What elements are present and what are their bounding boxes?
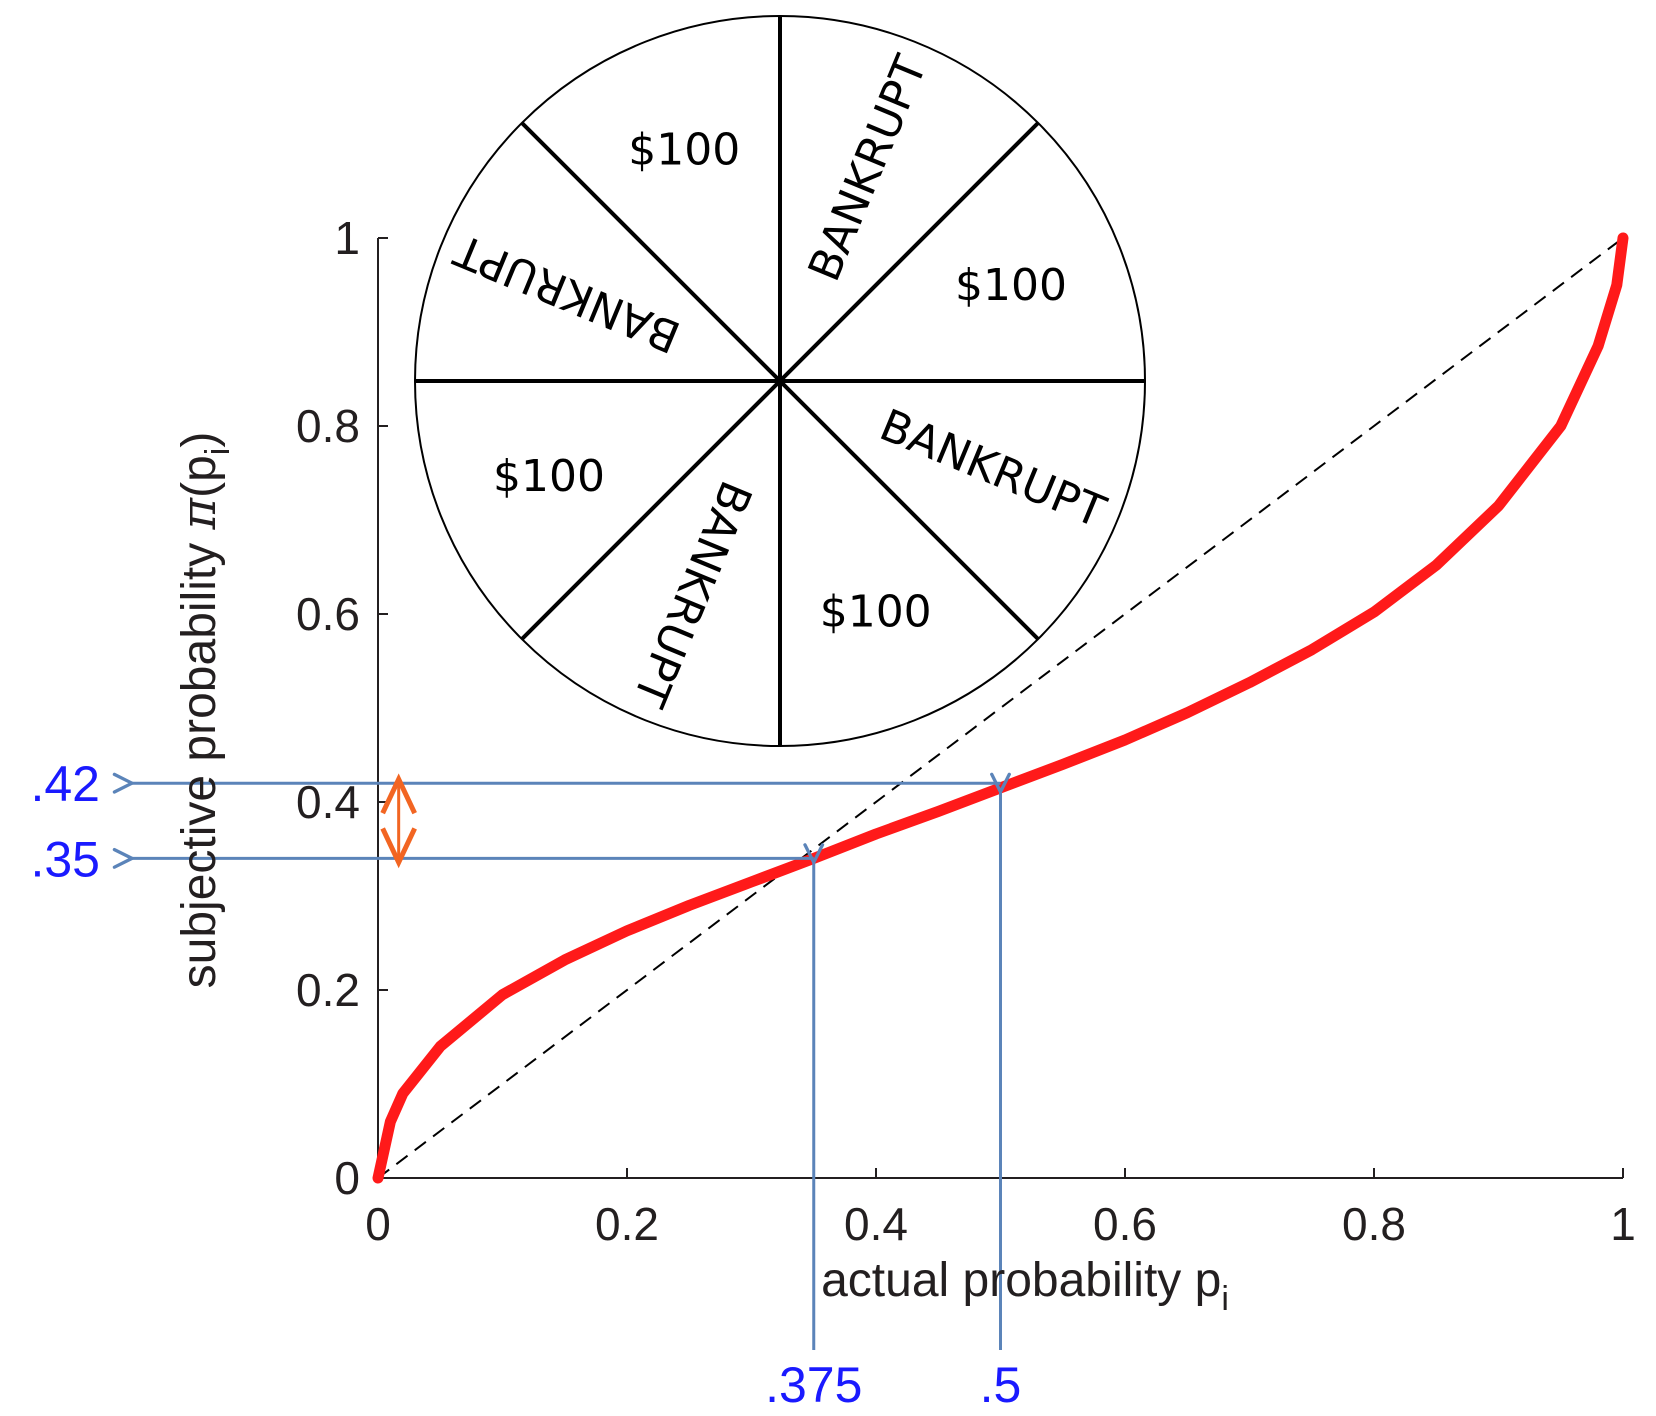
identity-diagonal-line [377, 237, 1624, 1179]
x-tick-label: 0.4 [844, 1198, 908, 1250]
difference-marker [380, 773, 417, 869]
y-tick-label: 0.2 [296, 964, 360, 1016]
annotation-layer: .375 .5 .42 .35 [30, 756, 1021, 1413]
y-annotation-label: .35 [30, 831, 100, 887]
y-tick-label: 1 [334, 212, 360, 264]
y-axis-title: subjective probability π(pi) [171, 432, 237, 989]
x-annotation-label: .5 [980, 1357, 1022, 1413]
x-tick-label: 0.8 [1342, 1198, 1406, 1250]
identity-line-layer [377, 237, 1624, 1179]
y-tick-label: 0 [334, 1152, 360, 1204]
y-tick-label: 0.6 [296, 588, 360, 640]
difference-marker-down-head [380, 827, 417, 869]
wheel-segment-money-label: $100 [628, 125, 740, 176]
x-tick-label: 1 [1610, 1198, 1636, 1250]
y-tick-label: 0.8 [296, 400, 360, 452]
y-annotation-label: .42 [30, 756, 100, 812]
axes: 0 0.2 0.4 0.6 0.8 100.20.40.60.81 [296, 212, 1636, 1250]
wheel-segment-money-label: $100 [493, 451, 605, 502]
wheel-segment-money-label: $100 [955, 260, 1067, 311]
x-tick-label: 0.2 [595, 1198, 659, 1250]
wheel-hub [775, 376, 785, 386]
x-tick-label: 0 [365, 1198, 391, 1250]
x-tick-label: 0.6 [1093, 1198, 1157, 1250]
x-annotation-label: .375 [765, 1357, 862, 1413]
wheel-segment-money-label: $100 [820, 587, 932, 638]
difference-marker-up-head [380, 773, 417, 815]
wheel-of-fortune: $100 BANKRUPT $100BANKRUPT$100BANKRUPT$100… [414, 15, 1146, 747]
x-axis-title: actual probability pi [821, 1254, 1229, 1318]
